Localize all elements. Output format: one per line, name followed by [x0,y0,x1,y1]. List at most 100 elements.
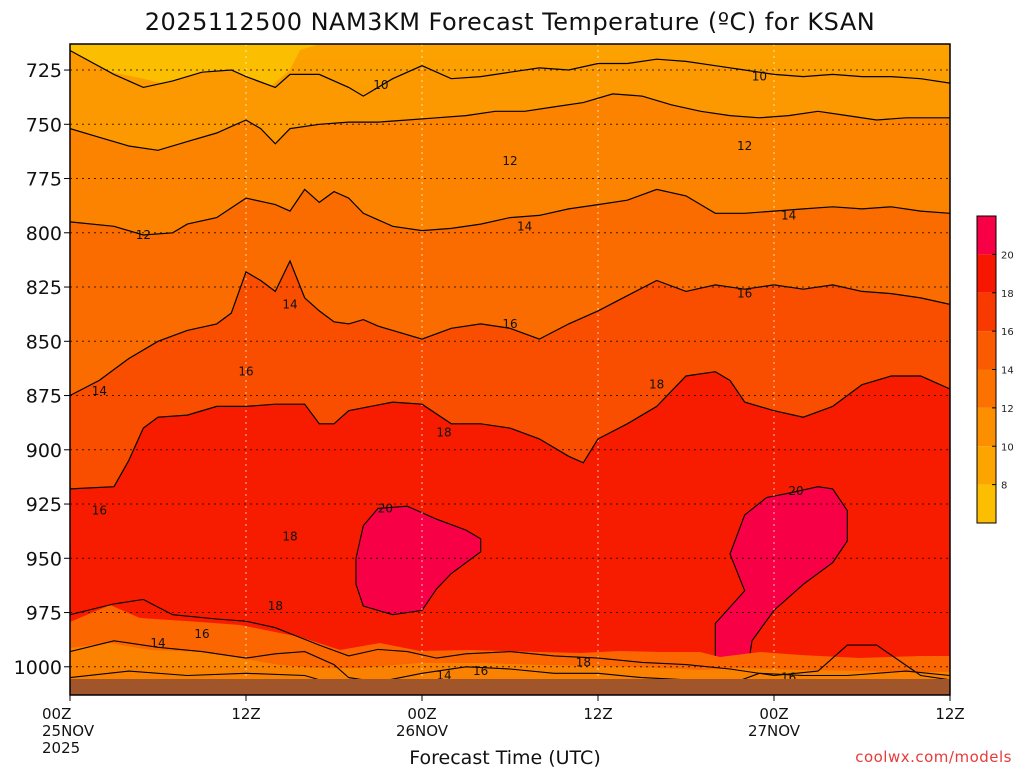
contour-label-10-1: 10 [752,70,767,84]
contour-label-14-surface-b: 14 [436,668,451,682]
ground-strip [70,679,950,695]
contour-label-10-0: 10 [373,78,388,92]
contour-label-16-0: 14 [282,297,297,311]
contour-10 [70,49,950,97]
colorbar: 8 10 12 14 16 18 20 [976,215,1014,524]
colorbar-label-20: 20 [1001,250,1014,261]
colorbar-label-16: 16 [1001,327,1014,338]
contour-label-12-0: 12 [502,154,517,168]
contour-surface-0 [70,598,950,681]
contour-label-16-1-text: 16 [502,317,517,331]
contour-18 [70,371,950,490]
y-tick-label-775: 775 [26,169,62,191]
contour-label-18-a-text: 18 [282,530,297,544]
contour-14 [70,188,950,236]
contour-label-12-left: 12 [136,228,151,242]
contour-bands [70,50,950,695]
contour-label-16-3: 16 [238,365,253,379]
x-tick-label-24-0: 00Z [407,705,436,723]
credit-text: coolwx.com/models [855,748,1012,766]
x-tick-label-0-0: 00Z [42,705,71,723]
x-tick-label-48-0: 00Z [759,705,788,723]
contour-label-16-surface: 16 [194,627,209,641]
y-tick-label-850: 850 [26,331,62,353]
y-tick-label-900: 900 [26,440,62,462]
warm-cell-label-1-text: 20 [788,484,803,498]
warm-cell-label-0-text: 20 [378,501,393,515]
x-tick-label-12-0: 12Z [231,705,260,723]
contour-label-10-0-text: 10 [373,78,388,92]
y-tick-label-875: 875 [26,386,62,408]
x-tick-label-60-0: 12Z [935,705,964,723]
y-tick-label-975: 975 [26,603,62,625]
contour-label-16-2: 16 [737,287,752,301]
x-tick-label-24-1: 26NOV [396,722,449,740]
x-tick-label-48-1: 27NOV [748,722,801,740]
colorbar-swatch-1 [977,446,996,485]
y-axis: 725 750 775 800 825 850 875 900 925 950 975 1000 [14,60,70,679]
colorbar-swatch-5 [977,292,996,332]
y-tick-label-800: 800 [26,223,62,245]
contour-label-16-left: 16 [92,504,107,518]
colorbar-swatch-4 [977,331,996,370]
warm-cell-label-1: 20 [788,484,803,498]
contour-label-16-surface-b: 16 [473,664,488,678]
x-tick-label-0-2: 2025 [42,739,80,757]
chart-title: 2025112500 NAM3KM Forecast Temperature (… [145,8,875,36]
colorbar-label-10: 10 [1001,442,1014,453]
contour-label-12-0-text: 12 [502,154,517,168]
contour-label-16-left-text: 16 [92,504,107,518]
contour-label-14-1-text: 14 [781,208,796,222]
x-tick-label-36-0: 12Z [583,705,612,723]
colorbar-swatch-6 [977,254,996,293]
contour-label-12-1: 12 [737,139,752,153]
contour-surface-1 [70,640,950,685]
y-tick-label-950: 950 [26,548,62,570]
contour-label-18-b-text: 18 [268,599,283,613]
contour-labels: 10 10 12 12 14 14 14 16 16 16 18 18 16 14 12 18 18 14 16 16… [92,70,804,685]
contour-label-14-surface: 14 [150,636,165,650]
warm-cell-label-0: 20 [378,501,393,515]
y-tick-label-925: 925 [26,494,62,516]
contour-label-16-3-text: 16 [238,365,253,379]
colorbar-swatch-2 [977,407,996,447]
top-warm-tongue [70,44,320,87]
colorbar-swatch-3 [977,369,996,408]
colorbar-swatch-0 [977,484,996,523]
contour-label-14-0-text: 14 [517,219,532,233]
x-axis-label: Forecast Time (UTC) [409,747,600,768]
contour-label-12-1-text: 12 [737,139,752,153]
contour-label-18-surface-text: 18 [576,655,591,669]
colorbar-label-12: 12 [1001,404,1014,415]
colorbar-label-18: 18 [1001,289,1014,300]
contour-label-14-1: 14 [781,208,796,222]
contour-label-16-0-text: 14 [282,297,297,311]
contour-label-14-left: 14 [92,384,107,398]
contour-label-16-2-text: 16 [737,287,752,301]
cell-20-day1 [355,505,482,616]
contour-label-14-surface-b-text: 14 [436,668,451,682]
y-tick-label-825: 825 [26,277,62,299]
colorbar-label-8: 8 [1001,481,1007,492]
contour-label-18-surface: 18 [576,655,591,669]
y-tick-label-725: 725 [26,60,62,82]
x-tick-label-0-1: 25NOV [42,722,95,740]
contour-label-16-surface-b-text: 16 [473,664,488,678]
contour-label-18-0: 18 [436,425,451,439]
contour-label-18-1: 18 [649,378,664,392]
contour-label-14-0: 14 [517,219,532,233]
plot-frame [69,43,951,696]
contour-label-14-left-text: 14 [92,384,107,398]
contour-label-14-surface-text: 14 [150,636,165,650]
colorbar-swatch-7 [977,216,996,255]
contour-16 [70,259,950,397]
contour-label-18-1-text: 18 [649,378,664,392]
grid [70,44,950,695]
plot-area: 10 10 12 12 14 14 14 16 16 16 18 18 16 14 12 18 18 14 16 16… [70,44,950,695]
y-tick-label-750: 750 [26,114,62,136]
contour-label-18-a: 18 [282,530,297,544]
contour-label-16-surface-text: 16 [194,627,209,641]
contour-label-18-0-text: 18 [436,425,451,439]
